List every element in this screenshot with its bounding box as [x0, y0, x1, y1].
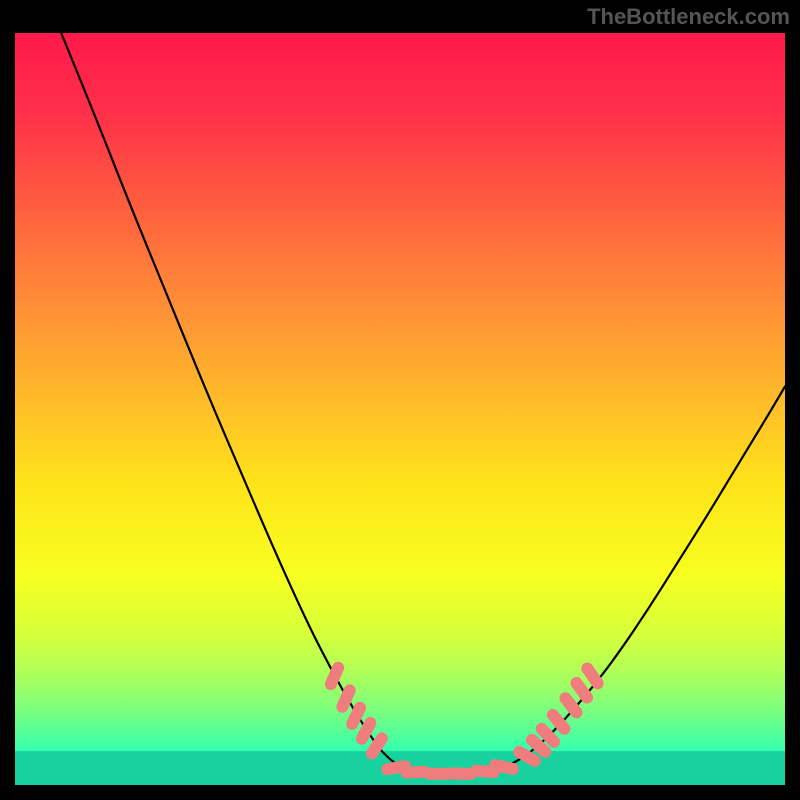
curve-marker [587, 669, 597, 684]
curve-marker [362, 723, 370, 739]
curve-marker [406, 772, 424, 773]
curve-marker [331, 668, 338, 684]
curve-marker [453, 773, 471, 774]
curve-marker [372, 738, 382, 753]
gradient-background [15, 33, 785, 785]
watermark-text: TheBottleneck.com [587, 4, 790, 30]
curve-marker [519, 752, 535, 761]
curve-marker [495, 765, 513, 769]
curve-marker [342, 690, 349, 706]
bottleneck-chart [0, 0, 800, 800]
curve-marker [476, 771, 494, 773]
chart-stage: TheBottleneck.com [0, 0, 800, 800]
curve-marker [352, 708, 360, 724]
curve-marker [576, 683, 587, 698]
